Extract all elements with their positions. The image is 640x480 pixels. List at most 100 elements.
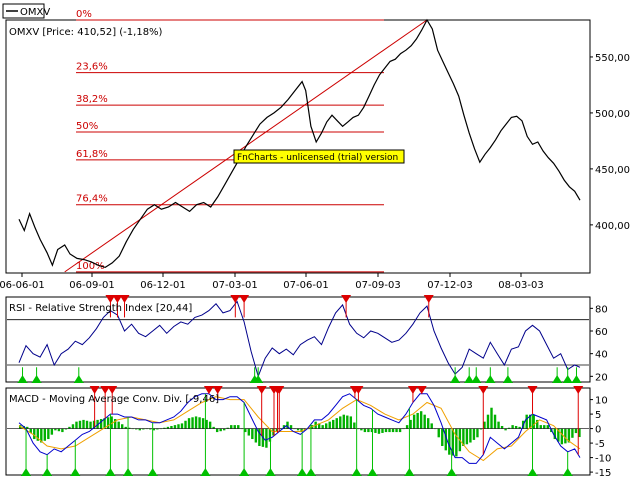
macd-histogram-bar: [205, 419, 208, 429]
y-tick-label: -5: [595, 439, 605, 450]
macd-histogram-bar: [43, 428, 47, 441]
macd-histogram-bar: [300, 428, 303, 433]
macd-histogram-bar: [194, 416, 198, 429]
macd-histogram-bar: [518, 426, 521, 429]
macd-histogram-bar: [163, 427, 166, 429]
macd-histogram-bar: [427, 418, 430, 429]
macd-histogram-bar: [486, 414, 490, 429]
y-tick-label: 40: [595, 350, 608, 361]
rsi-sell-marker: [119, 295, 130, 303]
macd-histogram-bar: [208, 421, 212, 429]
rsi-buy-marker: [253, 375, 264, 383]
macd-buy-marker: [297, 468, 308, 476]
macd-histogram-bar: [289, 425, 293, 429]
macd-histogram-bar: [187, 418, 191, 429]
rsi-panel-title: RSI - Relative Strength Index [20,44]: [9, 303, 192, 314]
rsi-sell-marker: [239, 295, 250, 303]
macd-histogram-bar: [325, 423, 328, 429]
macd-histogram-bar: [258, 428, 261, 446]
rsi-buy-marker: [571, 375, 582, 383]
macd-histogram-bar: [536, 419, 539, 429]
macd-histogram-bar: [574, 428, 578, 434]
macd-histogram-bar: [472, 428, 476, 440]
legend[interactable]: OMXV: [2, 3, 50, 19]
macd-buy-marker: [239, 468, 250, 476]
macd-histogram-bar: [47, 428, 50, 440]
rsi-buy-marker: [464, 375, 475, 383]
macd-histogram-bar: [110, 416, 113, 429]
rsi-sell-marker: [230, 295, 241, 303]
fib-level-label: 61,8%: [76, 149, 108, 160]
macd-sell-marker: [407, 386, 418, 394]
macd-y-axis: 10 5 0 -5 -10 -15: [590, 396, 611, 479]
macd-histogram-bar: [268, 428, 272, 442]
macd-histogram-bar: [479, 428, 483, 430]
macd-histogram-bar: [504, 428, 507, 431]
macd-histogram-bar: [40, 428, 43, 443]
macd-histogram-bar: [215, 428, 219, 433]
macd-histogram-bar: [560, 428, 564, 445]
rsi-panel: RSI - Relative Strength Index [20,44] 80…: [5, 295, 608, 383]
macd-histogram-bar: [68, 426, 71, 429]
macd-histogram-bar: [142, 428, 145, 430]
rsi-signals: [17, 295, 582, 383]
macd-histogram-bar: [557, 428, 560, 442]
macd-histogram-bar: [571, 428, 574, 438]
rsi-buy-marker: [562, 375, 573, 383]
macd-buy-marker: [265, 468, 276, 476]
rsi-buy-marker: [471, 375, 482, 383]
macd-histogram-bar: [103, 418, 106, 429]
macd-histogram-bar: [244, 428, 247, 433]
macd-histogram-bar: [339, 416, 342, 429]
rsi-buy-marker: [450, 375, 461, 383]
macd-histogram-bar: [507, 427, 511, 429]
macd-histogram-bar: [511, 425, 514, 429]
macd-histogram-bar: [543, 425, 546, 429]
macd-histogram-bar: [272, 428, 275, 436]
macd-panel-title: MACD - Moving Average Conv. Div. [-9,46]: [9, 394, 219, 405]
macd-histogram-bar: [124, 426, 127, 429]
macd-histogram-bar: [525, 414, 528, 429]
y-tick-label: 550,00: [595, 53, 630, 64]
rsi-buy-marker: [31, 375, 42, 383]
y-tick-label: 0: [595, 425, 601, 436]
macd-histogram-bar: [50, 428, 54, 435]
macd-histogram-bar: [483, 421, 486, 429]
macd-histogram-bar: [546, 425, 549, 429]
macd-buy-marker: [404, 468, 415, 476]
macd-histogram-bar: [212, 426, 215, 429]
x-tick-label: 07-06-01: [283, 280, 328, 291]
macd-sell-marker: [89, 386, 100, 394]
fib-level-label: 50%: [76, 121, 98, 132]
y-tick-label: 450,00: [595, 165, 630, 176]
macd-histogram-bar: [106, 417, 110, 429]
x-tick-label: 08-03-03: [498, 280, 543, 291]
macd-line: [18, 393, 581, 464]
price-panel: 0% 23,6% 38,2% 50% 61,8% 76,4% 100% OMXV [Pric…: [0, 9, 630, 291]
y-tick-label: 60: [595, 327, 608, 338]
macd-buy-marker: [446, 468, 457, 476]
macd-sell-marker: [353, 386, 364, 394]
rsi-buy-marker: [552, 375, 563, 383]
macd-histogram-bar: [567, 428, 571, 443]
rsi-threshold-lines: [7, 319, 589, 366]
macd-buy-marker: [200, 468, 211, 476]
fib-level-label: 76,4%: [76, 194, 108, 205]
macd-histogram-bar: [173, 425, 177, 429]
macd-histogram-bar: [395, 428, 398, 433]
macd-histogram-bar: [423, 414, 426, 429]
rsi-buy-marker: [73, 375, 84, 383]
macd-buy-marker: [562, 468, 573, 476]
macd-histogram-bar: [409, 419, 412, 429]
y-tick-label: 10: [595, 396, 608, 407]
macd-histogram-bar: [265, 428, 268, 448]
macd-histogram-bar: [529, 414, 532, 429]
macd-histogram-bar: [564, 428, 567, 444]
fibonacci-levels: [76, 19, 384, 273]
macd-histogram-bar: [332, 419, 335, 429]
macd-histogram-bar: [349, 416, 353, 429]
x-tick-label: 07-03-01: [212, 280, 257, 291]
x-tick-label: 07-12-03: [427, 280, 472, 291]
macd-histogram-bar: [230, 425, 233, 429]
y-tick-label: -10: [595, 454, 611, 465]
